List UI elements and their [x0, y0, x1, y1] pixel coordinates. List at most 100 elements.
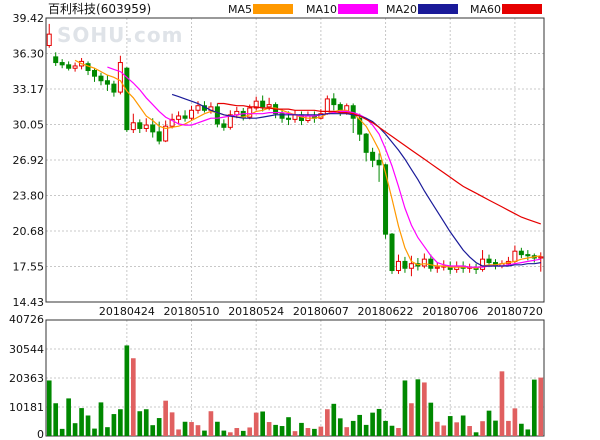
volume-bar — [286, 417, 291, 436]
candle-body — [130, 122, 136, 131]
volume-bar — [506, 420, 511, 436]
volume-bar — [499, 371, 505, 436]
candle-body — [428, 258, 434, 269]
candle — [150, 118, 156, 138]
volume-bar — [72, 423, 78, 436]
volume-bar — [215, 421, 220, 436]
candle-body — [376, 159, 382, 166]
volume-bar — [402, 380, 408, 436]
price-tick-label: 36.30 — [13, 48, 45, 61]
volume-bar — [253, 412, 259, 436]
volume-bar — [79, 408, 84, 436]
volume-bar — [299, 422, 304, 436]
candle — [292, 110, 298, 123]
price-tick-label: 26.92 — [13, 154, 45, 167]
candle — [59, 59, 65, 69]
candle-body — [421, 258, 427, 267]
volume-bar — [441, 425, 447, 436]
volume-tick-label: 40726 — [9, 313, 44, 326]
date-tick-label: 20180720 — [487, 305, 543, 318]
candle — [72, 62, 78, 72]
candle — [402, 256, 408, 273]
volume-bars — [46, 345, 544, 436]
volume-bar — [202, 430, 207, 436]
price-tick-label: 39.42 — [13, 12, 45, 25]
candle-body — [150, 124, 156, 133]
candle-body — [66, 64, 72, 69]
volume-bar — [460, 415, 466, 436]
date-tick-label: 20180510 — [164, 305, 220, 318]
volume-bar — [357, 414, 363, 436]
candle-body — [247, 107, 253, 118]
price-tick-label: 14.43 — [13, 296, 45, 309]
candle-body — [72, 65, 78, 69]
volume-bar — [512, 408, 518, 436]
candle — [370, 147, 376, 168]
legend-label-ma5: MA5 — [228, 3, 252, 16]
candle-body — [408, 263, 414, 269]
candle — [143, 118, 149, 132]
volume-bar — [156, 418, 162, 436]
volume-bar — [46, 380, 52, 436]
legend-swatch-ma20 — [418, 4, 458, 14]
candle — [53, 52, 59, 66]
candle-body — [156, 131, 162, 142]
price-tick-label: 30.05 — [13, 119, 45, 132]
candle-body — [331, 98, 337, 106]
date-tick-label: 20180706 — [422, 305, 478, 318]
candle-body — [163, 125, 169, 142]
candle — [98, 72, 104, 86]
candle-body — [227, 114, 233, 128]
candle-body — [486, 258, 492, 264]
candle — [518, 247, 524, 259]
volume-bar — [480, 421, 485, 436]
price-tick-label: 17.55 — [13, 261, 45, 274]
volume-bar — [383, 420, 388, 436]
volume-bar — [538, 377, 544, 436]
volume-bar — [312, 428, 317, 436]
candle — [331, 93, 337, 111]
volume-bar — [66, 398, 71, 436]
candle — [376, 153, 382, 182]
volume-bar — [273, 424, 278, 436]
volume-bar — [370, 412, 375, 436]
candle — [350, 103, 356, 134]
candle — [298, 111, 304, 126]
volume-bar — [350, 420, 356, 436]
volume-bar — [163, 400, 168, 436]
volume-bar — [227, 432, 233, 436]
candle-body — [518, 250, 524, 256]
candle — [227, 110, 233, 130]
candle — [85, 61, 91, 76]
ma10-line — [107, 66, 541, 268]
volume-bar — [305, 428, 311, 436]
candle — [176, 111, 182, 124]
candle-body — [480, 258, 486, 270]
candle-body — [189, 109, 195, 119]
date-tick-label: 20180607 — [293, 305, 349, 318]
volume-bar — [247, 427, 253, 436]
candle — [221, 119, 227, 131]
volume-bar — [92, 428, 97, 436]
date-tick-label: 20180424 — [99, 305, 155, 318]
candle-body — [182, 115, 188, 119]
volume-bar — [189, 422, 194, 436]
candle — [66, 61, 72, 71]
candle-body — [221, 123, 227, 128]
candle-body — [253, 100, 259, 109]
volume-bar — [111, 414, 117, 436]
volume-bar — [325, 409, 330, 436]
candle — [46, 23, 52, 48]
candle-body — [266, 104, 272, 108]
candle-body — [169, 118, 175, 127]
volume-bar — [473, 432, 479, 436]
candle — [92, 68, 98, 82]
candle — [214, 103, 220, 128]
stock-title: 百利科技(603959) — [48, 2, 151, 16]
candle — [182, 110, 188, 122]
candle — [395, 254, 401, 274]
candle-body — [59, 62, 65, 66]
volume-bar — [130, 358, 136, 436]
volume-bar — [59, 428, 65, 436]
